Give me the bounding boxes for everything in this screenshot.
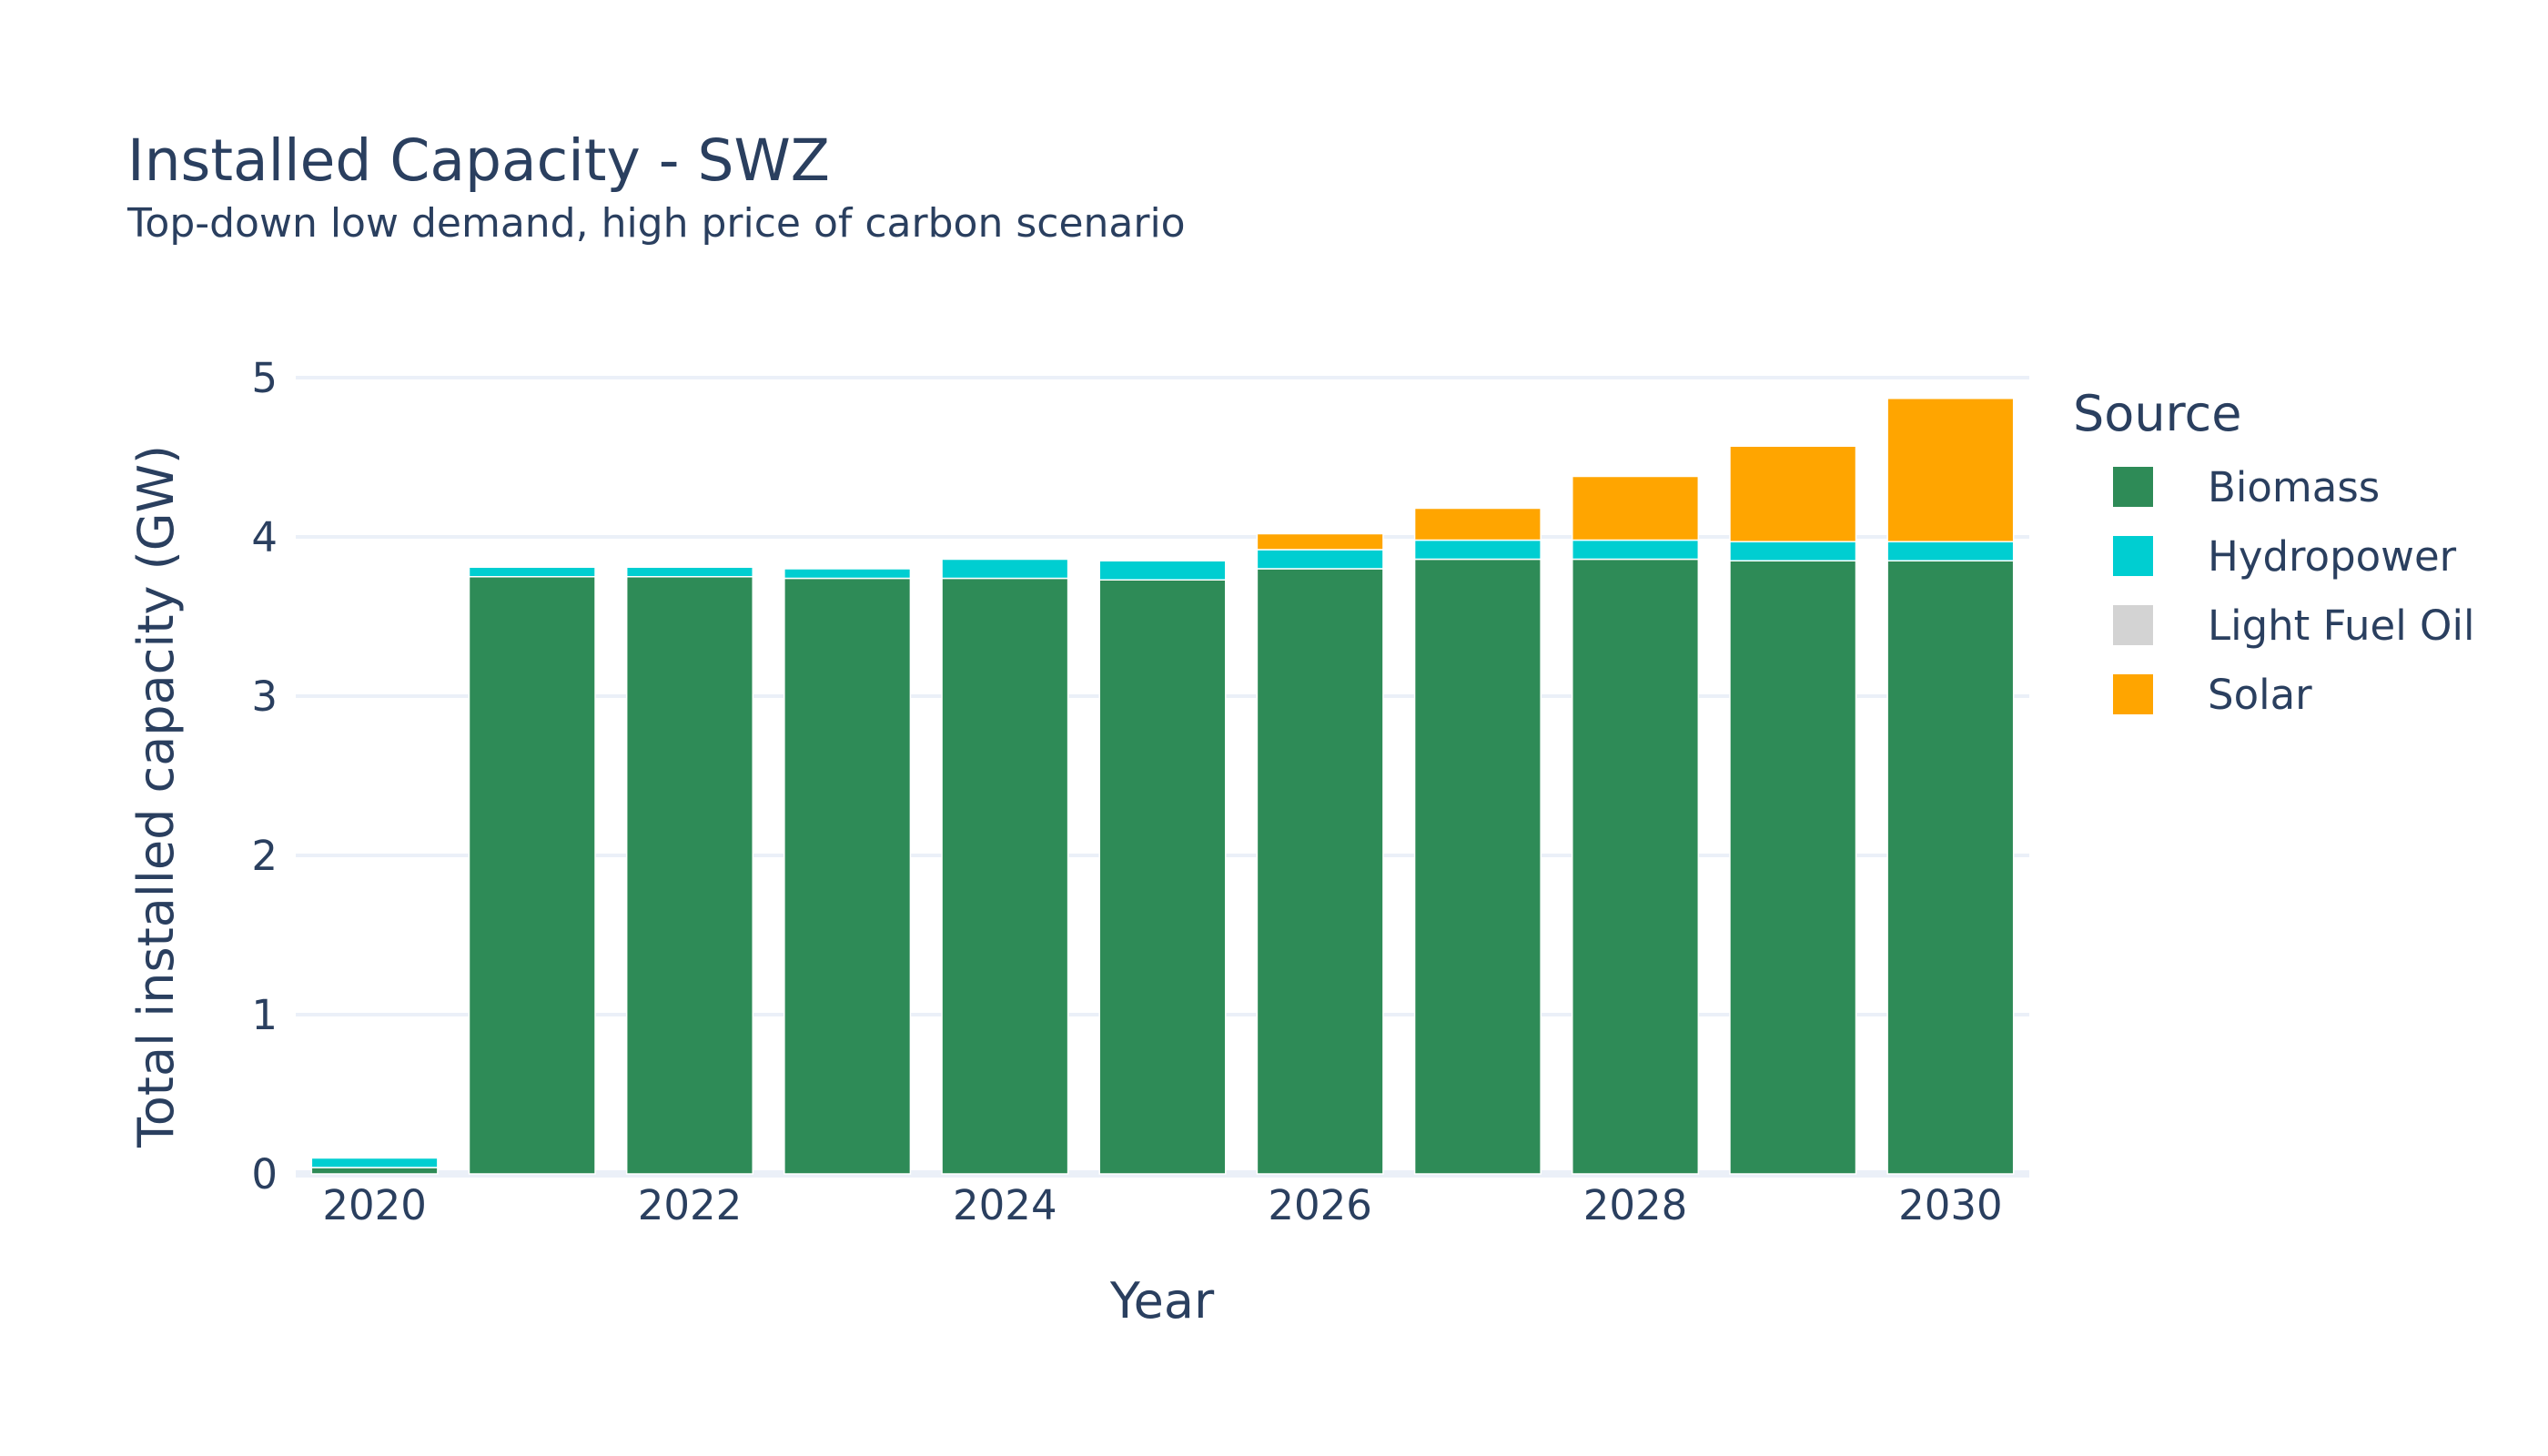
legend-title: Source [2073, 385, 2241, 442]
bar-solar [1572, 475, 1700, 541]
bars [310, 398, 2015, 1175]
bar-hydropower [784, 568, 912, 580]
chart-title: Installed Capacity - SWZ [127, 127, 830, 194]
x-tick-label: 2024 [953, 1181, 1057, 1229]
bar-hydropower [1098, 560, 1227, 581]
bar-biomass [1413, 558, 1542, 1175]
y-axis-title: Total installed capacity (GW) [127, 445, 185, 1148]
bar-solar [1413, 507, 1542, 541]
x-tick-label: 2022 [638, 1181, 743, 1229]
bar-hydropower [468, 566, 596, 578]
legend-label: Hydropower [2208, 532, 2457, 581]
legend-label: Biomass [2208, 463, 2380, 511]
legend-swatch [2113, 536, 2153, 576]
bar-biomass [784, 577, 912, 1175]
legend-swatch [2113, 467, 2153, 507]
bar-biomass [1098, 579, 1227, 1175]
y-tick-label: 1 [251, 991, 278, 1039]
legend-swatch [2113, 674, 2153, 714]
legend-swatch [2113, 605, 2153, 645]
bar-hydropower [1572, 539, 1700, 561]
x-tick-labels: 2020 2022 2024 2026 2028 2030 [322, 1181, 2002, 1229]
bar-solar [1729, 445, 1857, 542]
bar-hydropower [941, 558, 1069, 580]
legend-label: Light Fuel Oil [2208, 602, 2474, 650]
bar-biomass [941, 577, 1069, 1175]
bar-hydropower [1729, 541, 1857, 561]
y-tick-labels: 0 1 2 3 4 5 [251, 354, 278, 1198]
bar-hydropower [1256, 549, 1384, 570]
bar-biomass [1256, 568, 1384, 1175]
bar-biomass [1729, 560, 1857, 1175]
y-tick-label: 3 [251, 672, 278, 721]
x-tick-label: 2026 [1268, 1181, 1372, 1229]
y-tick-label: 4 [251, 513, 278, 561]
bar-biomass [310, 1167, 439, 1175]
bar-hydropower [625, 566, 753, 578]
legend-label: Solar [2208, 671, 2312, 719]
bar-solar [1256, 532, 1384, 551]
legend: Source Biomass Hydropower Light Fuel Oil So… [2073, 385, 2474, 719]
x-tick-label: 2028 [1583, 1181, 1688, 1229]
bar-biomass [625, 576, 753, 1175]
bar-biomass [468, 576, 596, 1175]
x-tick-label: 2020 [322, 1181, 427, 1229]
y-tick-label: 0 [251, 1150, 278, 1198]
bar-biomass [1572, 558, 1700, 1175]
y-tick-label: 5 [251, 354, 278, 402]
bar-hydropower [1413, 539, 1542, 561]
x-tick-label: 2030 [1898, 1181, 2003, 1229]
bar-hydropower [1886, 541, 2015, 561]
y-tick-label: 2 [251, 832, 278, 880]
x-axis-title: Year [1109, 1272, 1215, 1330]
bar-biomass [1886, 560, 2015, 1175]
bar-solar [1886, 398, 2015, 542]
bar-hydropower [310, 1157, 439, 1168]
chart-subtitle: Top-down low demand, high price of carbo… [126, 200, 1186, 247]
